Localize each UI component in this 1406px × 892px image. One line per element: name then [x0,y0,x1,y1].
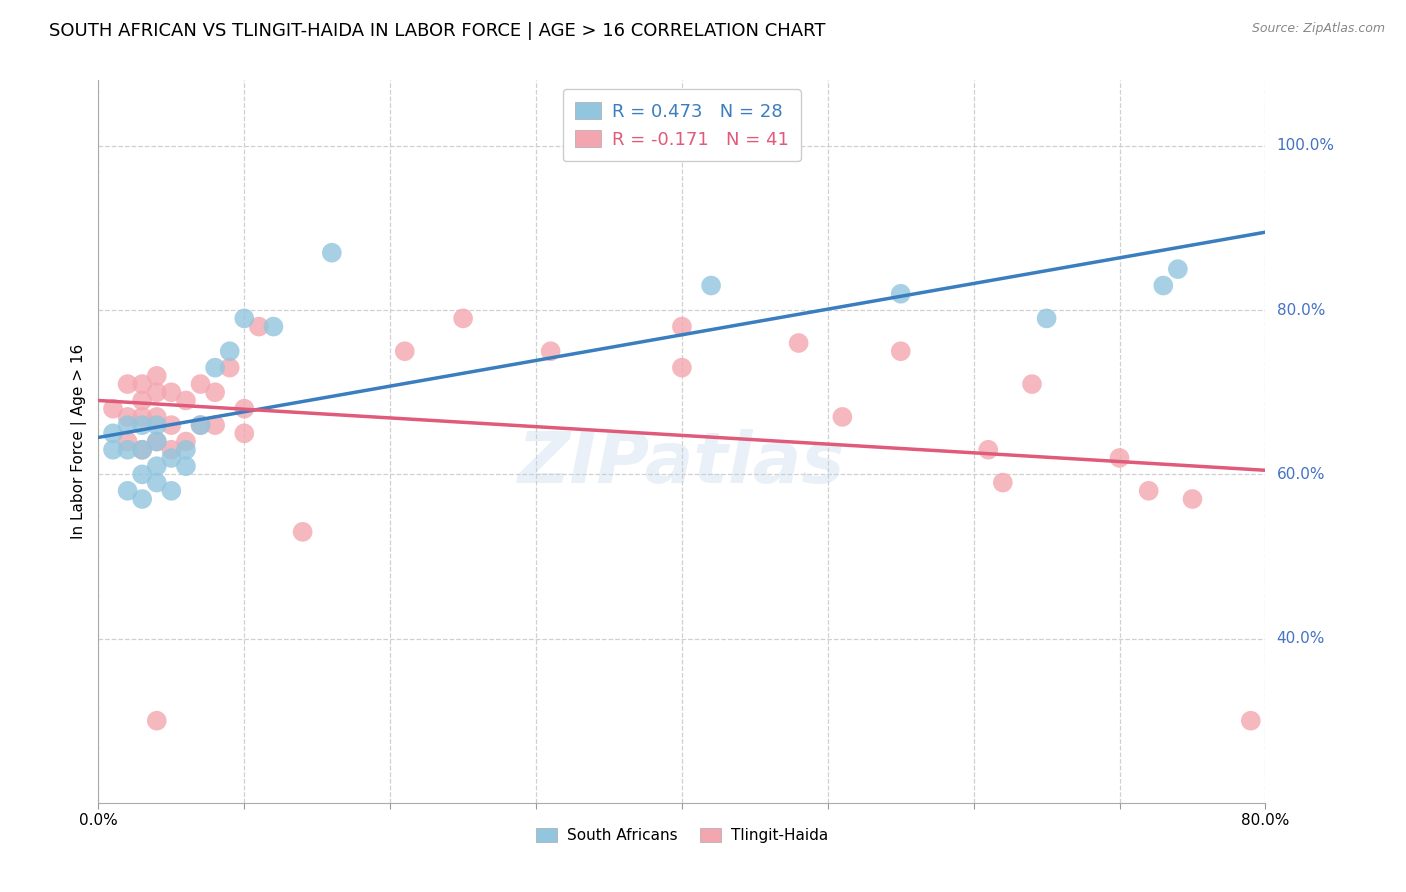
Point [540,344,562,359]
Point [204,360,226,375]
Point [247,319,270,334]
Point [787,336,810,351]
Point [233,401,256,416]
Point [146,475,169,490]
Y-axis label: In Labor Force | Age > 16: In Labor Force | Age > 16 [72,344,87,539]
Point [394,344,416,359]
Point [160,385,183,400]
Point [321,245,343,260]
Point [146,434,169,449]
Point [671,360,693,375]
Point [1167,262,1189,277]
Point [146,434,169,449]
Point [233,311,256,326]
Point [101,442,124,457]
Point [146,368,169,383]
Text: Source: ZipAtlas.com: Source: ZipAtlas.com [1251,22,1385,36]
Point [146,714,169,728]
Point [131,418,153,433]
Point [146,409,169,424]
Point [146,459,169,474]
Point [204,385,226,400]
Point [451,311,474,326]
Point [204,418,226,433]
Text: 60.0%: 60.0% [1277,467,1324,482]
Point [890,344,912,359]
Text: SOUTH AFRICAN VS TLINGIT-HAIDA IN LABOR FORCE | AGE > 16 CORRELATION CHART: SOUTH AFRICAN VS TLINGIT-HAIDA IN LABOR … [49,22,825,40]
Point [218,360,240,375]
Legend: South Africans, Tlingit-Haida: South Africans, Tlingit-Haida [530,822,834,849]
Point [160,483,183,498]
Point [1021,377,1043,392]
Point [991,475,1014,490]
Point [101,426,124,441]
Point [160,442,183,457]
Point [131,491,153,506]
Point [174,442,197,457]
Point [1181,491,1204,506]
Point [174,393,197,408]
Point [671,319,693,334]
Point [174,434,197,449]
Point [190,377,212,392]
Point [117,434,139,449]
Point [262,319,284,334]
Point [190,418,212,433]
Text: 100.0%: 100.0% [1277,138,1334,153]
Point [146,385,169,400]
Point [117,442,139,457]
Point [977,442,1000,457]
Text: 80.0%: 80.0% [1277,302,1324,318]
Text: ZIPatlas: ZIPatlas [519,429,845,498]
Point [174,459,197,474]
Text: 40.0%: 40.0% [1277,632,1324,646]
Point [131,442,153,457]
Point [160,450,183,465]
Point [1240,714,1263,728]
Point [1108,450,1130,465]
Point [131,409,153,424]
Point [890,286,912,301]
Point [131,377,153,392]
Point [131,442,153,457]
Point [190,418,212,433]
Point [291,524,314,539]
Point [117,409,139,424]
Point [117,483,139,498]
Point [233,426,256,441]
Point [117,418,139,433]
Point [131,467,153,482]
Point [160,418,183,433]
Point [146,418,169,433]
Point [131,393,153,408]
Point [218,344,240,359]
Point [101,401,124,416]
Point [117,377,139,392]
Point [1035,311,1057,326]
Point [1137,483,1160,498]
Point [700,278,723,293]
Point [1152,278,1174,293]
Point [831,409,853,424]
